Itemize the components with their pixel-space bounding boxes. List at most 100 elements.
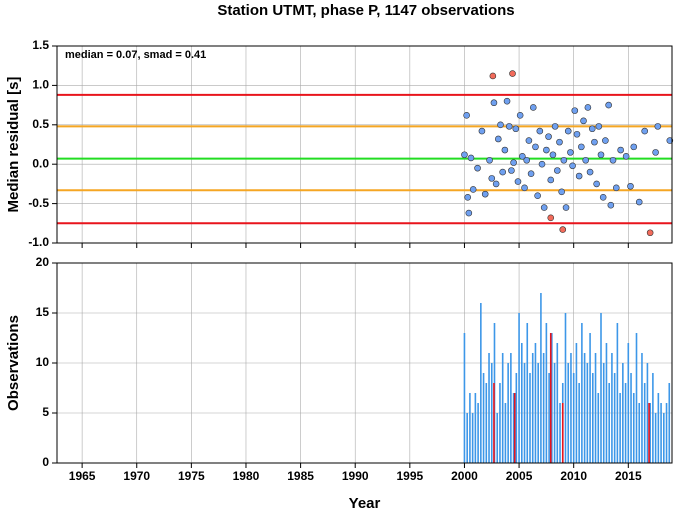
point [609,156,617,164]
bar [504,403,507,463]
point [605,101,612,109]
bar [668,383,671,463]
bar [499,383,501,463]
point [582,156,590,164]
bar [597,393,600,463]
bar [507,363,509,463]
bar [589,333,591,463]
bar [616,323,619,463]
bar [646,363,649,463]
x-axis-label: Year [349,495,381,511]
point [580,117,587,125]
bar [477,403,479,463]
bar [471,413,474,463]
point [543,146,550,154]
bar [540,293,542,463]
bar [641,353,643,463]
point [545,133,552,140]
point [469,186,477,193]
y-tick-label: 0.5 [32,117,49,131]
y-axis-label: Median residual [s] [5,77,22,213]
point [549,151,557,159]
point [501,146,509,154]
point [646,229,654,237]
bar [663,413,665,463]
bar [619,393,621,463]
bar [622,363,624,463]
point [512,125,520,133]
point [481,190,489,198]
bar [515,373,518,463]
point [567,149,574,156]
point [578,143,585,151]
point [519,153,526,160]
bar [649,403,651,463]
bar [518,313,520,463]
point [564,127,572,135]
x-tick-label: 1965 [69,469,96,483]
point [559,226,567,233]
point [523,156,531,164]
bar [613,373,616,463]
bar [531,353,534,463]
bar [545,323,548,463]
bar [630,373,632,463]
point [525,137,533,144]
bar [548,373,550,463]
bar [635,333,638,463]
x-tick-label: 2010 [560,469,587,483]
bar [512,393,515,463]
bar [537,363,539,463]
point [463,112,470,119]
bar [521,343,523,463]
bar [561,403,564,463]
bar [490,363,493,463]
bar [624,383,627,463]
point [547,214,555,222]
point [492,180,500,188]
bar [567,363,570,463]
point [630,143,638,151]
x-tick-label: 1995 [396,469,423,483]
y-tick-label: 1.5 [32,38,49,52]
point [461,151,468,159]
point [554,167,561,174]
point [503,97,511,105]
bar [534,343,537,463]
point [588,125,596,133]
bar [583,353,586,463]
y-tick-label: 0.0 [32,156,49,170]
point [499,168,506,176]
point [532,143,539,151]
point [597,151,605,159]
point [591,138,598,146]
point [593,180,600,188]
y-tick-label: -0.5 [28,196,49,210]
point [486,156,493,164]
bar [463,333,466,463]
point [516,112,524,119]
x-tick-label: 1990 [342,469,369,483]
point [490,99,498,107]
bar [660,403,662,463]
point [467,154,475,162]
point [534,192,541,200]
x-tick-label: 1975 [178,469,205,483]
point [478,127,486,135]
point [595,123,603,130]
bar [466,413,468,463]
bar [572,373,575,463]
bar [600,313,602,463]
point [575,172,583,180]
point [465,209,473,217]
bar [559,403,561,463]
point [488,175,496,182]
bar [564,313,567,463]
point [558,188,565,196]
point [586,168,594,176]
y-tick-label: 5 [42,405,49,419]
bar [608,383,610,463]
bar [474,393,477,463]
